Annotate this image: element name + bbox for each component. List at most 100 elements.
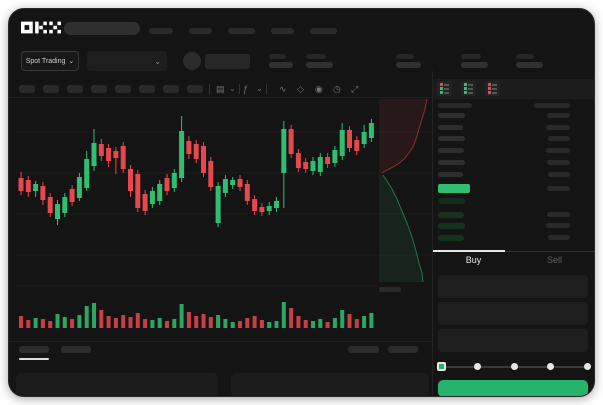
timeframe-button-skeleton-3[interactable]	[91, 85, 107, 93]
candle-body	[274, 201, 279, 208]
panel-divider	[432, 71, 433, 396]
nav-item-skeleton-2[interactable]	[228, 28, 255, 34]
chevron-down-icon: ⌄	[154, 56, 161, 66]
draw-tool-icon[interactable]: ◇	[297, 84, 304, 94]
timeframe-button-skeleton-2[interactable]	[67, 85, 83, 93]
volume-bar	[143, 319, 148, 328]
candle-body	[33, 184, 39, 191]
timeframe-button-skeleton-4[interactable]	[115, 85, 131, 93]
nav-item-skeleton-1[interactable]	[189, 28, 212, 34]
bottom-tab-skeleton-0[interactable]	[19, 346, 49, 353]
search-input[interactable]	[64, 22, 140, 35]
book-view-combined-icon[interactable]	[437, 81, 452, 96]
timeframe-button-skeleton-1[interactable]	[43, 85, 59, 93]
candle-body	[339, 130, 345, 156]
ask-price-skeleton[interactable]	[438, 171, 463, 177]
ask-amount-skeleton	[548, 136, 570, 142]
chevron-down-icon: ⌄	[229, 84, 236, 93]
candle-body	[244, 184, 250, 201]
candle-body	[47, 197, 53, 213]
timezone-icon[interactable]: ◷	[333, 84, 341, 94]
ask-price-skeleton[interactable]	[438, 136, 465, 142]
ask-price-skeleton[interactable]	[438, 159, 465, 165]
timeframe-button-skeleton-6[interactable]	[163, 85, 179, 93]
volume-bar	[369, 313, 374, 328]
candle-body	[266, 206, 272, 211]
bid-price-skeleton[interactable]	[438, 212, 464, 218]
bottom-action-skeleton-0[interactable]	[348, 346, 379, 353]
candle-body	[142, 194, 148, 211]
indicators-dropdown[interactable]: ƒ	[243, 84, 249, 94]
order-field-skeleton-1[interactable]	[438, 302, 588, 325]
candle-body	[171, 173, 177, 188]
timeframe-button-skeleton-0[interactable]	[19, 85, 35, 93]
slider-stop-2[interactable]	[510, 363, 518, 370]
slider-stop-1[interactable]	[474, 363, 481, 370]
market-type-label: Spot Trading	[25, 57, 66, 65]
timeframe-button-skeleton-5[interactable]	[139, 85, 155, 93]
volume-bar	[128, 317, 133, 328]
slider-stop-3[interactable]	[547, 363, 554, 370]
order-field-skeleton-0[interactable]	[438, 275, 588, 298]
slider-handle[interactable]	[437, 362, 446, 371]
volume-bar	[274, 321, 279, 328]
toolbar-separator	[266, 84, 267, 94]
volume-bar	[216, 315, 221, 328]
tab-buy[interactable]: Buy	[465, 255, 482, 265]
fullscreen-icon[interactable]: ⤢	[351, 84, 359, 94]
last-price-bar	[438, 184, 470, 193]
volume-bar	[332, 318, 337, 328]
buy-submit-button[interactable]	[438, 380, 588, 396]
ask-amount-skeleton	[548, 171, 570, 177]
ask-price-skeleton[interactable]	[438, 124, 463, 130]
bottom-tab-skeleton-1[interactable]	[61, 346, 91, 353]
volume-bar	[33, 318, 38, 328]
candle-body	[347, 130, 352, 148]
toolbar-separator	[239, 84, 240, 94]
volume-bar	[245, 318, 250, 328]
timeframe-button-skeleton-7[interactable]	[187, 85, 203, 93]
pair-action-button-skeleton[interactable]	[205, 54, 250, 69]
bid-price-skeleton[interactable]	[438, 223, 465, 229]
volume-bar	[55, 314, 60, 328]
book-view-bids-icon[interactable]	[461, 81, 476, 96]
ticker-label-skeleton-4	[516, 54, 534, 59]
order-field-skeleton-2[interactable]	[438, 329, 588, 352]
volume-bar	[150, 320, 155, 328]
candle-body	[237, 179, 243, 187]
coin-avatar	[183, 52, 201, 70]
candle-style-dropdown[interactable]: ▤	[216, 84, 225, 94]
nav-item-skeleton-4[interactable]	[310, 28, 337, 34]
volume-bar	[194, 316, 199, 328]
nav-item-skeleton-3[interactable]	[271, 28, 294, 34]
bid-price-skeleton[interactable]	[438, 235, 464, 241]
candlestick-chart-canvas[interactable]	[16, 96, 433, 331]
volume-bar	[281, 302, 286, 328]
book-view-asks-icon[interactable]	[485, 81, 500, 96]
market-type-dropdown[interactable]: Spot Trading ⌄	[21, 51, 79, 71]
candle-body	[76, 177, 82, 198]
bottom-action-skeleton-1[interactable]	[388, 346, 418, 353]
chevron-down-icon: ⌄	[256, 84, 263, 93]
candle-body	[354, 140, 360, 151]
bottom-tab-underline	[19, 358, 49, 360]
pair-selector-dropdown[interactable]: ⌄	[87, 51, 167, 71]
snapshot-icon[interactable]: ◉	[315, 84, 323, 94]
slider-stop-4[interactable]	[583, 363, 591, 370]
volume-bar	[223, 319, 228, 328]
tab-sell[interactable]: Sell	[546, 255, 562, 265]
ask-price-skeleton[interactable]	[438, 148, 464, 154]
toolbar-separator	[209, 84, 210, 94]
ticker-value-skeleton-1	[306, 62, 333, 68]
tabs-divider	[433, 251, 594, 252]
candle-body	[208, 161, 214, 187]
line-tool-icon[interactable]: ∿	[279, 84, 287, 94]
ask-price-skeleton[interactable]	[438, 113, 465, 118]
volume-bar	[362, 316, 367, 328]
candle-body	[157, 184, 163, 201]
nav-item-skeleton-0[interactable]	[149, 28, 173, 34]
candle-body	[69, 189, 75, 202]
candle-body	[106, 148, 112, 161]
bid-price-skeleton[interactable]	[438, 198, 465, 204]
volume-bar	[92, 303, 96, 328]
